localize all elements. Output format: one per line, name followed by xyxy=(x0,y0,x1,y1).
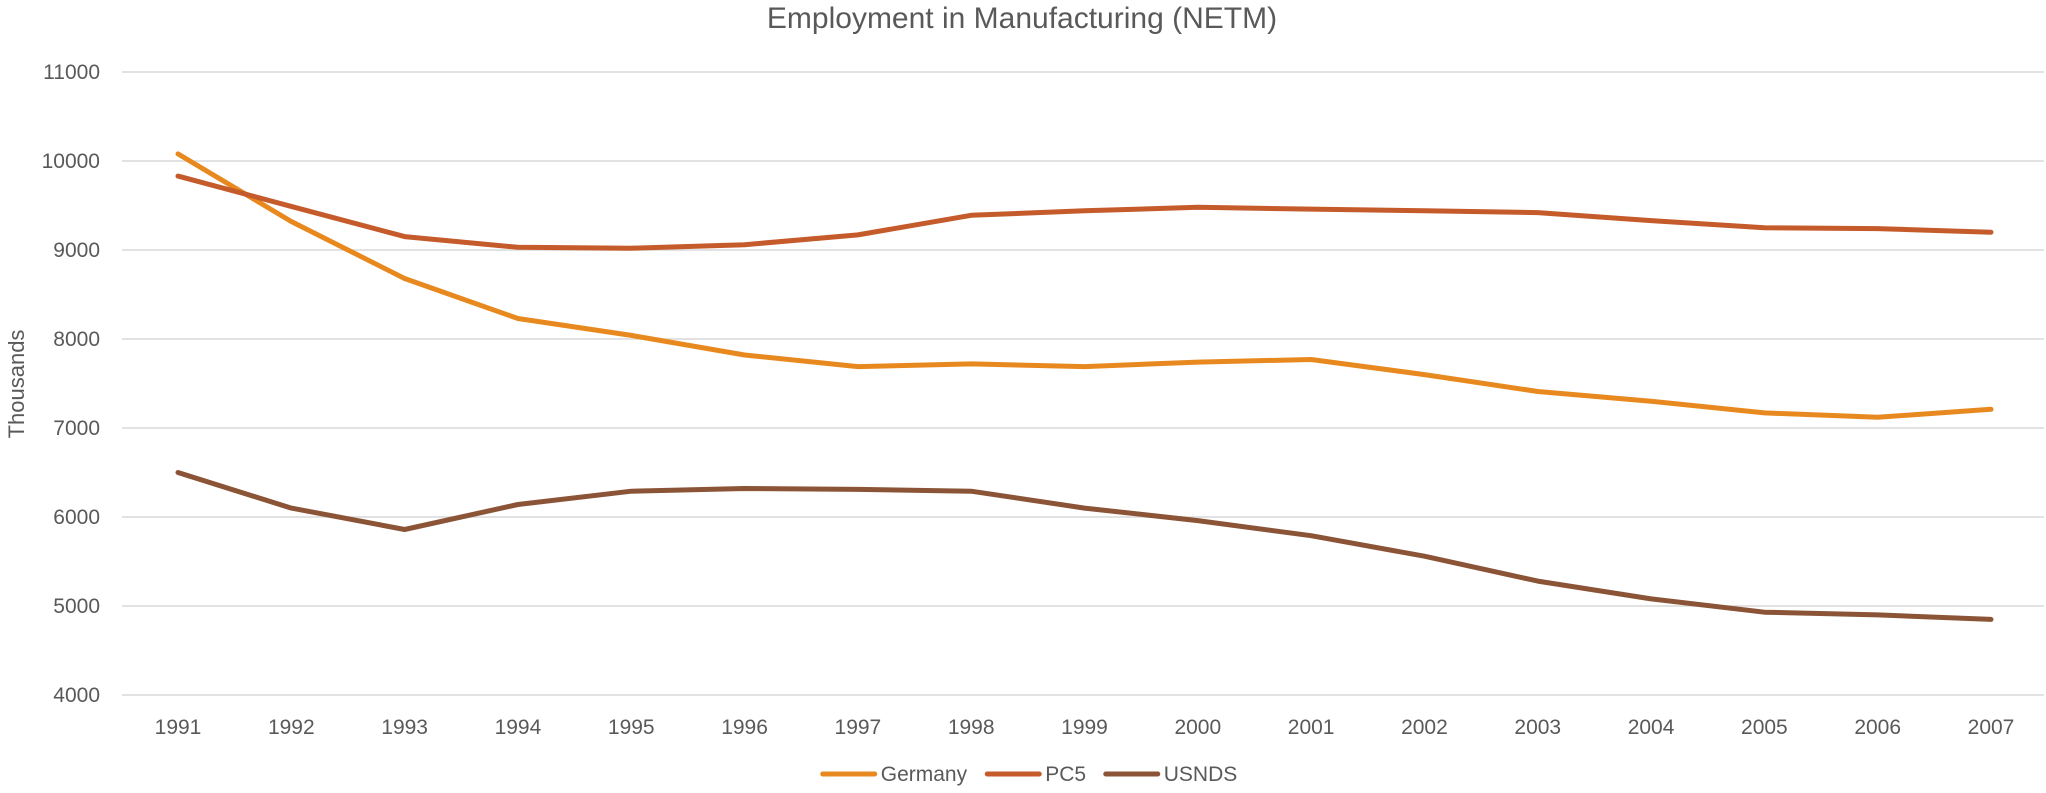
y-axis-ticks: 4000 5000 6000 7000 8000 9000 10000 11000 xyxy=(42,61,100,707)
x-tick-label: 2003 xyxy=(1514,716,1561,739)
series-line-pc5 xyxy=(175,173,1994,251)
series-pc5 xyxy=(175,173,1994,251)
y-axis-label: Thousands xyxy=(4,330,29,439)
x-tick-label: 1999 xyxy=(1061,716,1108,739)
x-tick-label: 2001 xyxy=(1288,716,1335,739)
x-tick-label: 1997 xyxy=(835,716,882,739)
series-usnds xyxy=(175,470,1994,622)
y-tick-label: 4000 xyxy=(53,684,100,707)
legend-label: PC5 xyxy=(1045,763,1086,786)
x-tick-label: 1993 xyxy=(381,716,428,739)
gridlines xyxy=(122,71,2044,696)
x-tick-label: 1991 xyxy=(155,716,202,739)
y-tick-label: 8000 xyxy=(53,328,100,351)
y-tick-label: 7000 xyxy=(53,417,100,440)
x-tick-label: 1995 xyxy=(608,716,655,739)
x-tick-label: 2007 xyxy=(1968,716,2015,739)
chart-title: Employment in Manufacturing (NETM) xyxy=(767,2,1277,35)
x-tick-label: 2000 xyxy=(1174,716,1221,739)
legend-label: Germany xyxy=(881,763,968,786)
x-tick-label: 2006 xyxy=(1854,716,1901,739)
series-lines xyxy=(175,151,1994,622)
legend: Germany PC5 USNDS xyxy=(820,763,1238,786)
x-tick-label: 1994 xyxy=(495,716,542,739)
y-tick-label: 11000 xyxy=(43,61,100,84)
y-tick-label: 10000 xyxy=(42,150,100,173)
legend-label: USNDS xyxy=(1164,763,1238,786)
legend-item-germany: Germany xyxy=(820,763,968,786)
series-germany xyxy=(175,151,1994,420)
x-tick-label: 2004 xyxy=(1628,716,1675,739)
x-tick-label: 1998 xyxy=(948,716,995,739)
legend-item-usnds: USNDS xyxy=(1103,763,1238,786)
y-tick-label: 9000 xyxy=(53,239,100,262)
legend-item-pc5: PC5 xyxy=(984,763,1086,786)
y-tick-label: 5000 xyxy=(53,595,100,618)
y-tick-label: 6000 xyxy=(53,506,100,529)
x-tick-label: 1992 xyxy=(268,716,315,739)
series-line-usnds xyxy=(175,470,1994,622)
x-tick-label: 2002 xyxy=(1401,716,1448,739)
series-line-germany xyxy=(175,151,1994,420)
x-tick-label: 2005 xyxy=(1741,716,1788,739)
x-tick-label: 1996 xyxy=(721,716,768,739)
x-axis-ticks: 1991 1992 1993 1994 1995 1996 1997 1998 1999 2000… xyxy=(155,716,2015,739)
